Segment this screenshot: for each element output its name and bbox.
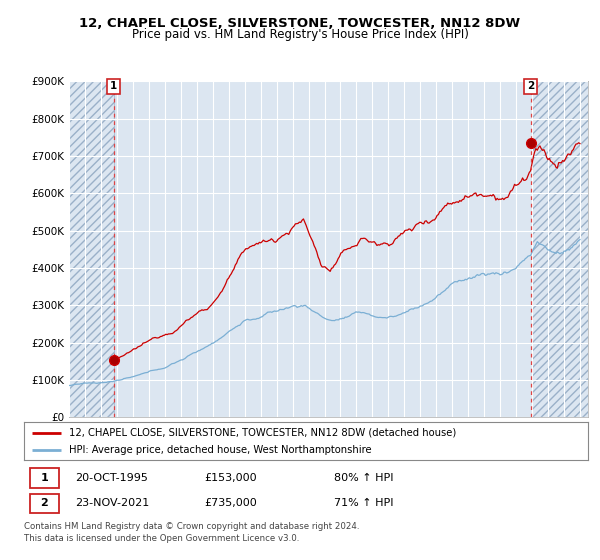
Text: 23-NOV-2021: 23-NOV-2021 xyxy=(75,498,149,508)
Text: 12, CHAPEL CLOSE, SILVERSTONE, TOWCESTER, NN12 8DW (detached house): 12, CHAPEL CLOSE, SILVERSTONE, TOWCESTER… xyxy=(69,427,457,437)
Text: 2: 2 xyxy=(527,81,534,91)
Text: 80% ↑ HPI: 80% ↑ HPI xyxy=(334,473,394,483)
Text: 2: 2 xyxy=(40,498,48,508)
Text: 1: 1 xyxy=(40,473,48,483)
FancyBboxPatch shape xyxy=(29,493,59,514)
Text: £735,000: £735,000 xyxy=(205,498,257,508)
Text: HPI: Average price, detached house, West Northamptonshire: HPI: Average price, detached house, West… xyxy=(69,445,372,455)
FancyBboxPatch shape xyxy=(29,468,59,488)
Text: 71% ↑ HPI: 71% ↑ HPI xyxy=(334,498,394,508)
Text: Contains HM Land Registry data © Crown copyright and database right 2024.
This d: Contains HM Land Registry data © Crown c… xyxy=(24,522,359,543)
Text: 1: 1 xyxy=(110,81,118,91)
Text: 12, CHAPEL CLOSE, SILVERSTONE, TOWCESTER, NN12 8DW: 12, CHAPEL CLOSE, SILVERSTONE, TOWCESTER… xyxy=(79,17,521,30)
Text: Price paid vs. HM Land Registry's House Price Index (HPI): Price paid vs. HM Land Registry's House … xyxy=(131,28,469,41)
Text: £153,000: £153,000 xyxy=(205,473,257,483)
Text: 20-OCT-1995: 20-OCT-1995 xyxy=(75,473,148,483)
